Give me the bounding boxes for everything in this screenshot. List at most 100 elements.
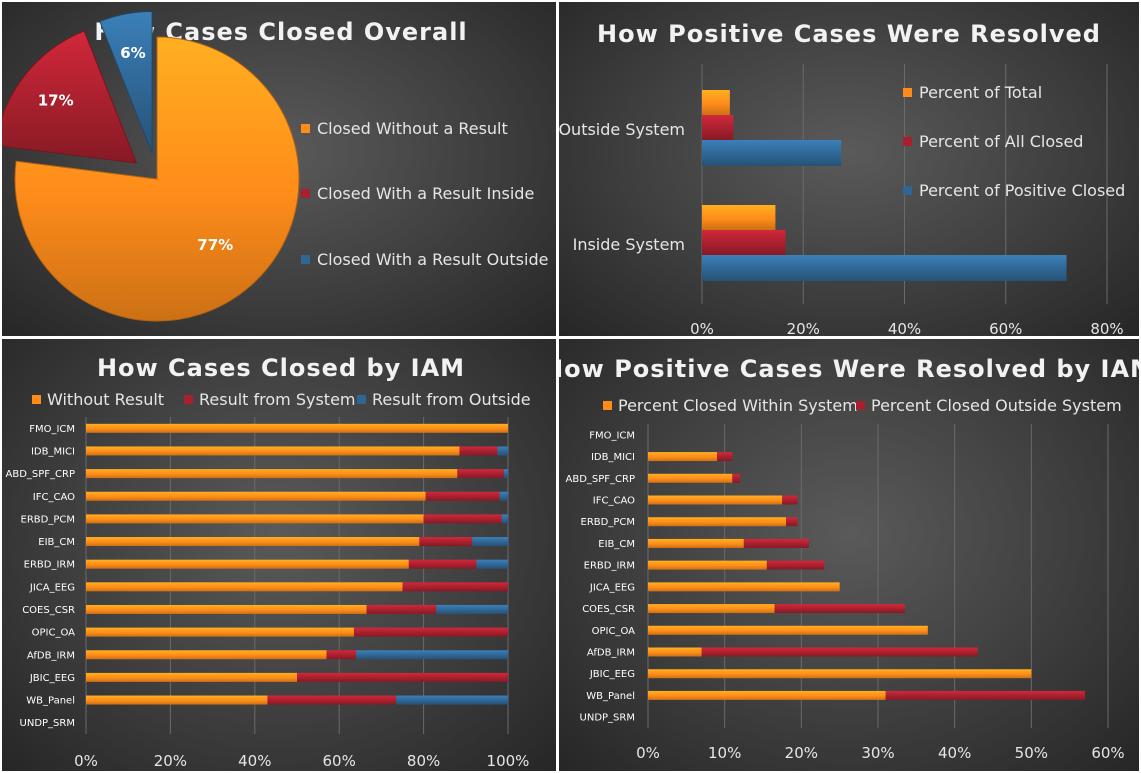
bar-segment [267,695,397,705]
category-label: FMO_ICM [29,424,75,435]
bar-segment [408,559,477,569]
legend-swatch [903,137,912,146]
chart-title: How Positive Cases Were Resolved [597,20,1101,48]
legend-label: Result from System [199,390,356,409]
bar-segment [86,604,367,614]
bar-segment [782,495,798,505]
legend-label: Percent Closed Outside System [871,396,1122,415]
category-label: OPIC_OA [592,626,636,637]
x-tick-label: 80% [1090,320,1123,336]
bar-segment [86,469,458,479]
bar-segment [459,446,498,456]
bar-segment [648,669,1032,679]
category-label: ERBD_PCM [21,514,75,525]
bar-segment [648,538,744,548]
category-label: JICA_EEG [29,582,75,593]
category-label: WB_Panel [586,691,635,702]
legend-label: Result from Outside [372,390,531,409]
category-label: COES_CSR [582,604,635,615]
chart-title: How Cases Closed by IAM [97,354,465,382]
legend-swatch [301,189,310,198]
category-label: JICA_EEG [589,582,635,593]
pie-slice-closed-with-result-inside [2,30,138,164]
bar [702,205,776,230]
category-label: ERBD_IRM [24,560,75,571]
bar-segment [648,560,767,570]
legend-label: Percent of Total [919,83,1042,102]
bar-segment [423,514,502,524]
category-label: FMO_ICM [589,430,635,441]
bar [702,230,786,255]
category-label: Inside System [573,235,685,254]
bar-segment [497,446,508,456]
bar [702,140,842,166]
category-label: Outside System [559,120,685,139]
legend-swatch [301,255,310,264]
bar-segment [86,491,426,501]
x-tick-label: 60% [323,752,356,770]
bar-segment [86,446,460,456]
legend-swatch [32,395,41,404]
legend-label: Without Result [47,390,164,409]
pie-value-label: 6% [120,44,145,62]
x-tick-label: 0% [74,752,98,770]
category-label: ERBD_PCM [581,517,635,528]
bar-segment [326,650,357,660]
category-label: ERBD_IRM [584,561,635,572]
category-label: IFC_CAO [33,492,75,503]
x-tick-label: 50% [1015,744,1048,762]
bar-segment [353,627,508,637]
bar-segment [786,517,798,527]
x-tick-label: 40% [888,320,921,336]
x-tick-label: 100% [487,752,530,770]
positive-resolution-chart: How Positive Cases Were Resolved 0% 20% 40%… [559,20,1125,336]
legend-swatch [603,401,612,410]
x-tick-label: 10% [708,744,741,762]
bar-segment [476,559,508,569]
category-label: ABD_SPF_CRP [566,474,636,485]
bar-segment [366,604,437,614]
x-tick-label: 0% [636,744,660,762]
category-label: COES_CSR [22,605,75,616]
x-tick-label: 20% [787,320,820,336]
pie-slice-closed-without-result [14,36,300,322]
bar [702,255,1067,281]
category-label: EIB_CM [38,537,75,548]
category-label: UNDP_SRM [20,718,75,729]
bar-segment [701,647,978,657]
bar-segment [648,452,717,462]
bar-segment [648,473,733,483]
legend-label: Closed Without a Result [317,119,508,138]
category-label: AfDB_IRM [587,648,635,659]
bar-segment [774,604,905,614]
positive-resolution-chart-panel: How Positive Cases Were Resolved 0% 20% 40%… [559,2,1139,336]
x-tick-label: 40% [238,752,271,770]
x-tick-label: 60% [1091,744,1124,762]
bar-segment [499,491,508,501]
x-tick-label: 60% [989,320,1022,336]
bar-segment [885,690,1085,700]
legend-label: Percent Closed Within System [618,396,858,415]
bar-segment [86,423,508,433]
bar [702,115,734,140]
pie-chart: How Cases Closed Overall 77% 17% 6% Closed W… [2,10,548,322]
bar-segment [419,537,473,547]
bar-segment [648,647,702,657]
x-tick-label: 30% [861,744,894,762]
bar-segment [503,469,508,479]
category-label: AfDB_IRM [27,650,75,661]
x-tick-label: 20% [154,752,187,770]
bar-segment [86,559,409,569]
bar [702,90,730,115]
legend-swatch [357,395,366,404]
bar-segment [648,625,928,635]
bar-segment [472,537,508,547]
bar-segment [501,514,508,524]
bar-segment [648,582,840,592]
legend-label: Closed With a Result Outside [317,250,548,269]
pie-chart-panel: How Cases Closed Overall 77% 17% 6% Closed W… [2,2,556,336]
category-label: JBIC_EEG [29,673,75,684]
x-tick-label: 0% [690,320,714,336]
bar-segment [436,604,508,614]
x-tick-label: 20% [785,744,818,762]
